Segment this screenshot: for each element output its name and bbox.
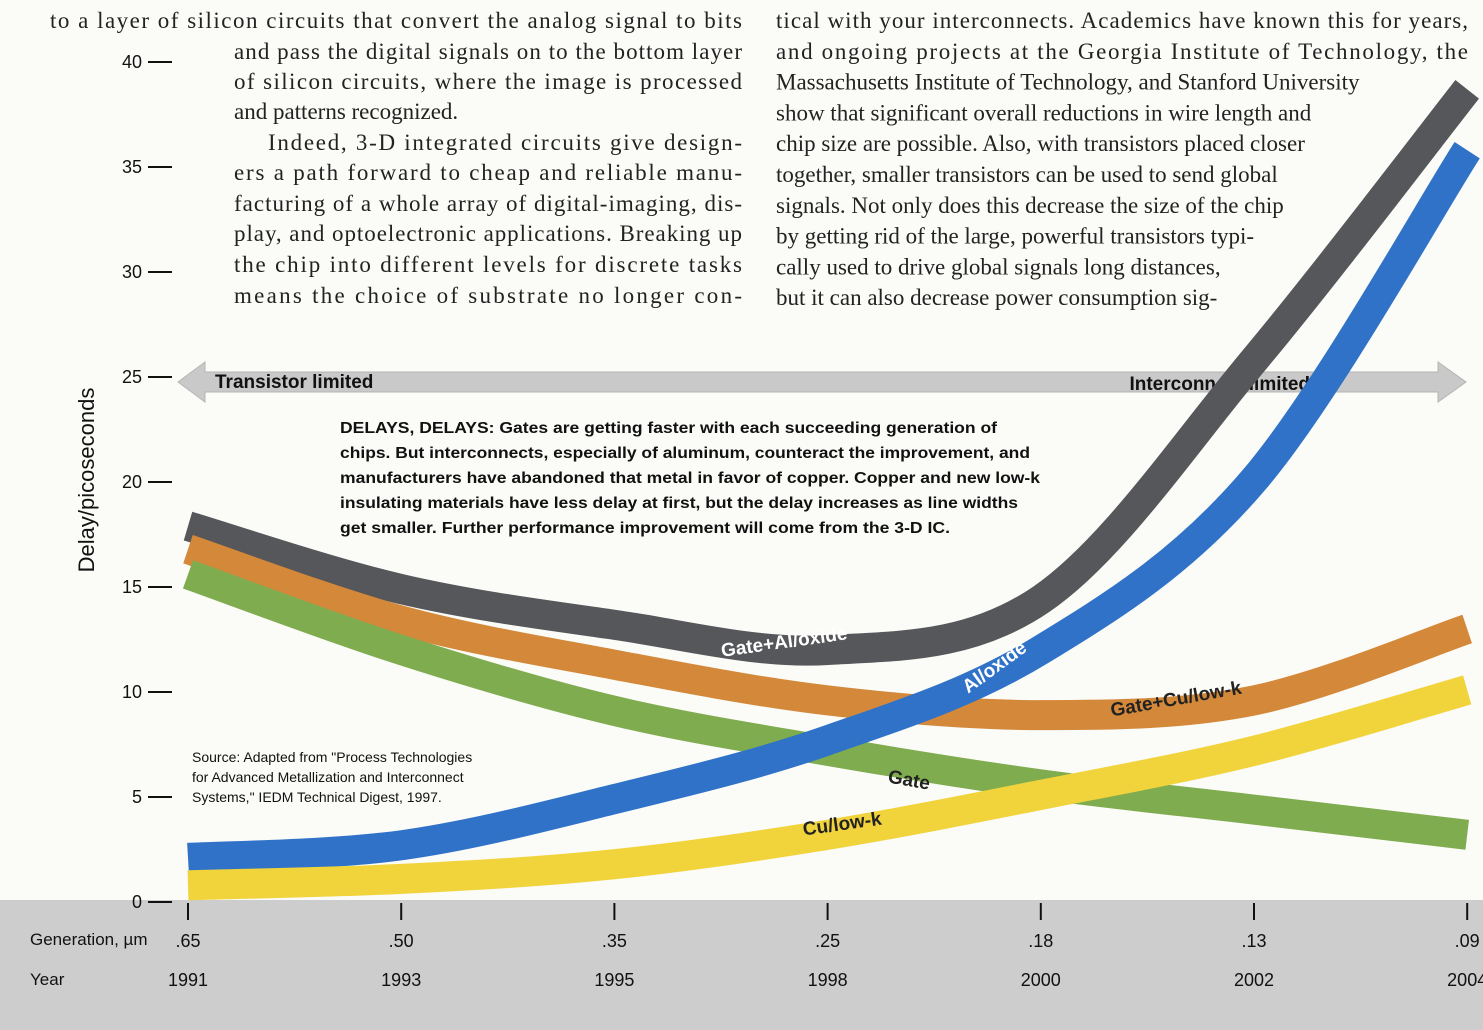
body-text: together, smaller transistors can be use…: [776, 162, 1278, 187]
x-tick-label: .50: [389, 931, 414, 951]
body-text: tical with your interconnects. Academics…: [776, 8, 1468, 33]
body-text: and ongoing projects at the Georgia Inst…: [776, 39, 1468, 64]
body-text: Massachusetts Institute of Technology, a…: [776, 70, 1360, 95]
body-text: to a layer of silicon circuits that conv…: [50, 8, 742, 33]
source: Systems," IEDM Technical Digest, 1997.: [192, 789, 442, 805]
y-tick-label: 5: [132, 787, 142, 807]
body-text: Indeed, 3-D integrated circuits give des…: [268, 130, 742, 155]
body-text: chip size are possible. Also, with trans…: [776, 131, 1305, 156]
region-arrow: [177, 361, 1467, 403]
caption: manufacturers have abandoned that metal …: [340, 470, 1040, 487]
body-text: cally used to drive global signals long …: [776, 254, 1221, 279]
axis-band: [0, 900, 1483, 1030]
caption: get smaller. Further performance improve…: [340, 520, 950, 537]
series-band: [183, 534, 1473, 731]
body-text: the chip into different levels for discr…: [234, 252, 742, 277]
region-label: Transistor limited: [215, 372, 373, 393]
year-label: 1993: [381, 970, 421, 990]
body-text: and pass the digital signals on to the b…: [234, 39, 742, 64]
year-label: 2004: [1447, 970, 1483, 990]
x-tick-label: .65: [175, 931, 200, 951]
x-tick-label: .35: [602, 931, 627, 951]
body-text: by getting rid of the large, powerful tr…: [776, 224, 1254, 249]
x-row-label: Generation, µm: [30, 930, 148, 949]
x-row-label: Year: [30, 970, 65, 989]
y-tick-label: 0: [132, 892, 142, 912]
body-text: and patterns recognized.: [234, 99, 458, 124]
year-label: 2000: [1021, 970, 1061, 990]
body-text: facturing of a whole array of digital-im…: [234, 191, 742, 216]
y-tick-label: 10: [122, 682, 142, 702]
caption: insulating materials have less delay at …: [340, 495, 1018, 512]
x-tick-label: .09: [1455, 931, 1480, 951]
series-band: [187, 675, 1472, 901]
body-text: signals. Not only does this decrease the…: [776, 193, 1284, 218]
y-tick-label: 40: [122, 52, 142, 72]
y-tick-label: 15: [122, 577, 142, 597]
y-tick-label: 20: [122, 472, 142, 492]
x-tick-label: .18: [1028, 931, 1053, 951]
series-band: [187, 142, 1480, 873]
year-label: 2002: [1234, 970, 1274, 990]
series-band: [183, 80, 1479, 666]
caption: chips. But interconnects, especially of …: [340, 445, 1030, 462]
year-label: 1991: [168, 970, 208, 990]
year-label: 1998: [808, 970, 848, 990]
caption: DELAYS, DELAYS: Gates are getting faster…: [340, 420, 998, 437]
year-label: 1995: [594, 970, 634, 990]
source: Source: Adapted from "Process Technologi…: [192, 749, 472, 765]
body-text: show that significant overall reductions…: [776, 100, 1312, 125]
source: for Advanced Metallization and Interconn…: [192, 769, 464, 785]
body-text: ers a path forward to cheap and reliable…: [234, 160, 742, 185]
y-tick-label: 30: [122, 262, 142, 282]
y-tick-label: 25: [122, 367, 142, 387]
body-text: of silicon circuits, where the image is …: [234, 69, 743, 94]
x-tick-label: .25: [815, 931, 840, 951]
y-tick-label: 35: [122, 157, 142, 177]
x-tick-label: .13: [1241, 931, 1266, 951]
body-text: play, and optoelectronic applications. B…: [234, 221, 742, 246]
body-text: but it can also decrease power consumpti…: [776, 285, 1217, 310]
y-axis-label: Delay/picoseconds: [74, 388, 99, 573]
